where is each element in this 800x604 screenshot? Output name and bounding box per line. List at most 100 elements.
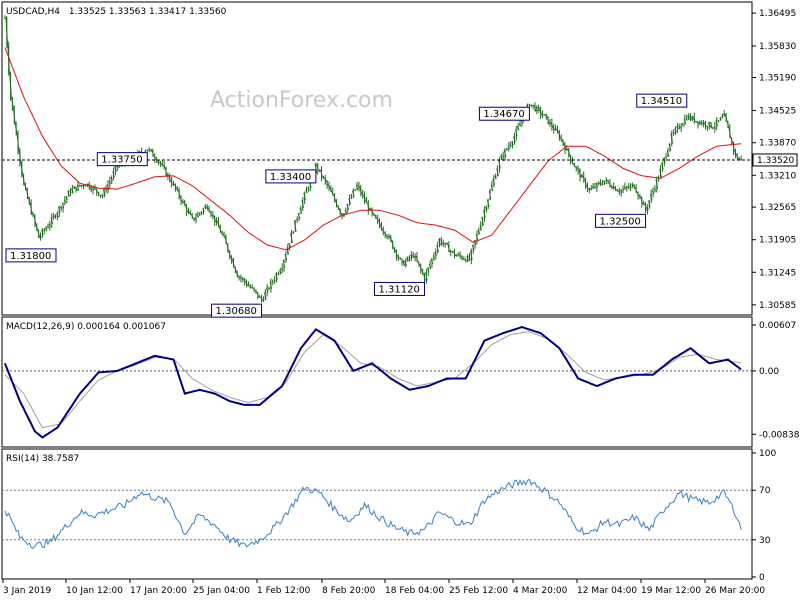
candle	[331, 187, 334, 196]
candle	[569, 154, 572, 165]
candle	[367, 200, 370, 215]
candle	[490, 180, 494, 192]
candle	[678, 123, 681, 130]
candle	[711, 126, 715, 130]
candle	[43, 227, 46, 234]
candle	[586, 182, 589, 193]
candle	[14, 121, 18, 136]
candle	[603, 180, 606, 185]
candle	[61, 202, 65, 213]
candle	[681, 122, 685, 127]
candle	[412, 251, 415, 259]
candle	[389, 234, 393, 243]
time-tick-label: 12 Mar 04:00	[577, 586, 637, 596]
time-tick-label: 25 Feb 12:00	[449, 586, 508, 596]
candle	[357, 181, 361, 192]
price-tick-label: 1.31245	[759, 268, 796, 278]
candle	[440, 237, 443, 246]
candle	[601, 180, 604, 186]
candle	[532, 104, 535, 110]
candle	[561, 139, 565, 147]
candle	[361, 189, 364, 199]
candle	[149, 148, 153, 153]
candle	[614, 186, 617, 191]
candle	[185, 204, 188, 217]
time-tick-label: 3 Jan 2019	[3, 586, 51, 596]
candle	[22, 173, 25, 186]
candle	[24, 182, 27, 191]
candle	[726, 120, 730, 129]
candle	[159, 160, 162, 167]
candle	[436, 241, 439, 254]
candle	[402, 259, 406, 267]
candle	[406, 256, 409, 262]
candle	[200, 211, 203, 216]
candle	[715, 116, 718, 131]
candle	[95, 188, 98, 197]
candle	[31, 211, 35, 217]
candle	[325, 179, 329, 189]
candle	[447, 241, 451, 253]
candle	[63, 195, 67, 206]
candle	[267, 286, 271, 291]
time-tick-label: 19 Mar 12:00	[641, 586, 701, 596]
candle	[627, 183, 630, 190]
candle	[301, 196, 305, 211]
candle	[438, 238, 441, 248]
price-tick-label: 1.31905	[759, 236, 796, 246]
candle	[408, 255, 411, 262]
candle	[621, 185, 625, 194]
candle	[721, 113, 724, 119]
candle	[230, 255, 233, 264]
candle	[318, 169, 321, 173]
candle	[455, 254, 458, 257]
candle	[219, 224, 222, 233]
candle	[41, 228, 44, 238]
candle	[74, 186, 78, 193]
candle	[432, 252, 436, 262]
candle	[445, 242, 449, 246]
candle	[172, 180, 175, 186]
candle	[91, 185, 95, 195]
time-tick-label: 1 Feb 12:00	[257, 586, 311, 596]
candle	[502, 151, 505, 162]
candle	[511, 141, 514, 149]
candle	[327, 181, 331, 192]
candle	[576, 165, 580, 175]
macd-tick-label: 0.00	[759, 367, 779, 377]
candle	[299, 205, 303, 214]
candle	[57, 205, 61, 218]
rsi-tick-label: 100	[759, 449, 776, 459]
candle	[176, 185, 179, 192]
candle	[674, 126, 677, 135]
candle	[376, 214, 379, 225]
candle	[11, 96, 14, 111]
candle	[226, 243, 230, 253]
candle	[354, 189, 357, 192]
candle	[28, 196, 31, 206]
candle	[76, 181, 80, 191]
candle	[503, 148, 507, 161]
candle	[462, 256, 465, 261]
candle	[355, 181, 359, 191]
candle	[238, 275, 241, 281]
candle	[365, 196, 368, 204]
macd-tick-label: 0.00607	[759, 321, 796, 331]
candle	[249, 283, 252, 289]
candle	[67, 190, 70, 197]
candle	[591, 183, 595, 190]
candle	[340, 213, 344, 220]
candle	[513, 132, 516, 145]
callout: 1.30680	[211, 303, 263, 318]
candle	[659, 165, 662, 178]
price-panel-title: USDCAD,H4 1.33525 1.33563 1.33417 1.3356…	[6, 7, 227, 17]
candle	[442, 239, 445, 248]
candle	[262, 296, 265, 303]
symbol-label: USDCAD,H4	[6, 7, 60, 17]
candle	[605, 177, 608, 184]
candle	[370, 207, 374, 217]
candle	[29, 199, 33, 216]
candle	[194, 213, 198, 224]
